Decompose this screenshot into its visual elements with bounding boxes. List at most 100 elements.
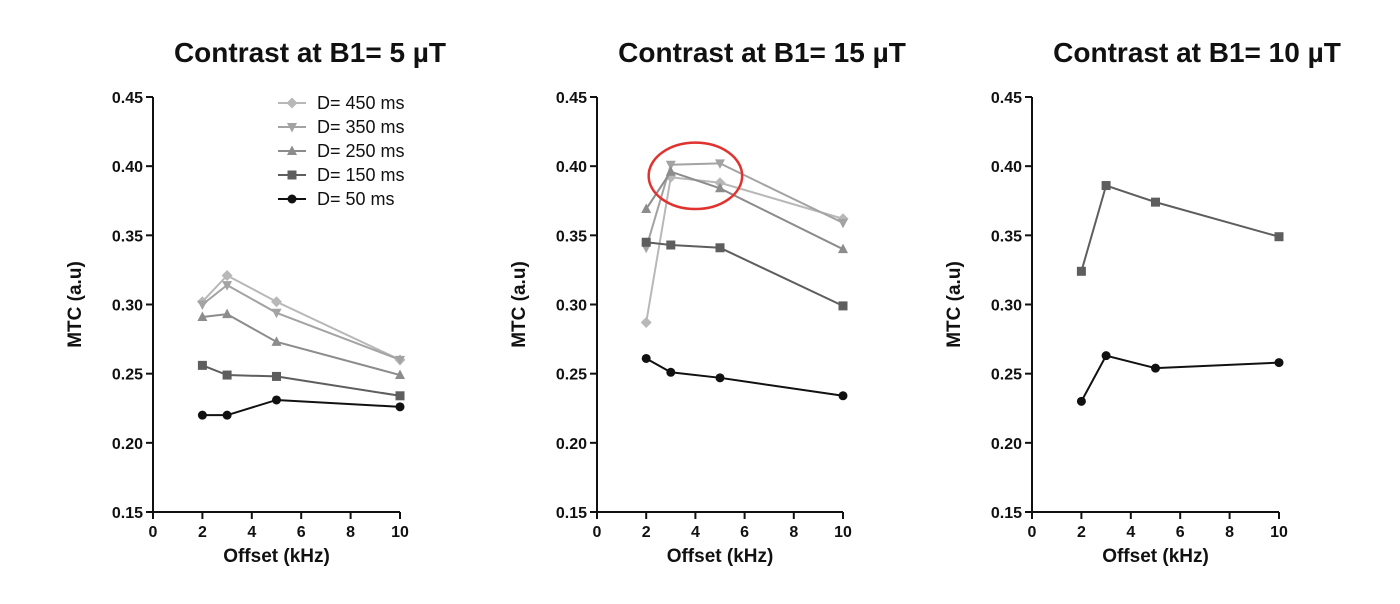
data-point-d150ms xyxy=(272,371,281,381)
y-tick-label: 0.30 xyxy=(556,298,587,315)
data-point-d50ms xyxy=(1101,351,1111,361)
data-point-d350ms xyxy=(715,159,725,169)
y-tick-label: 0.30 xyxy=(991,298,1022,315)
series-line-d50ms xyxy=(1080,354,1280,402)
legend-label: D= 450 ms xyxy=(317,93,405,113)
x-tick-label: 4 xyxy=(247,524,256,541)
legend-label: D= 150 ms xyxy=(317,165,405,185)
legend-marker xyxy=(287,123,297,133)
x-tick-label: 4 xyxy=(1126,524,1135,541)
x-tick-label: 4 xyxy=(691,524,700,541)
y-tick-label: 0.15 xyxy=(556,505,587,522)
data-point-d50ms xyxy=(1274,358,1284,368)
y-axis-label: MTC (a.u) xyxy=(944,261,965,348)
chart-panel-3: Contrast at B1= 10 µT 0.15 0.20 0.25 0.30 0.3… xyxy=(944,37,1341,567)
y-tick-label: 0.20 xyxy=(991,436,1022,453)
legend-marker xyxy=(287,170,297,180)
data-point-d50ms xyxy=(838,391,848,401)
data-point-d250ms xyxy=(715,182,725,193)
data-point-d250ms xyxy=(838,243,848,254)
series-line-d50ms xyxy=(645,357,844,397)
data-point-d150ms xyxy=(641,237,651,247)
series-line-d150ms xyxy=(202,364,401,397)
y-tick-label: 0.40 xyxy=(556,159,587,176)
data-point-d150ms xyxy=(222,370,232,380)
data-point-d250ms xyxy=(641,203,652,214)
data-point-d150ms xyxy=(666,240,676,250)
data-point-d250ms xyxy=(665,166,676,176)
data-point-d50ms xyxy=(197,410,207,420)
chart-title: Contrast at B1= 5 µT xyxy=(174,37,446,68)
data-point-d350ms xyxy=(222,281,233,291)
y-tick-label: 0.45 xyxy=(991,90,1022,107)
series-line-d150ms xyxy=(1080,184,1280,272)
data-point-d150ms xyxy=(838,301,848,311)
series-line-d350ms xyxy=(201,283,401,361)
data-point-d350ms xyxy=(838,218,848,229)
x-tick-label: 8 xyxy=(346,524,355,541)
y-tick-label: 0.20 xyxy=(556,436,587,453)
y-tick-label: 0.35 xyxy=(112,228,143,245)
data-point-d450ms xyxy=(714,177,726,189)
x-tick-label: 2 xyxy=(1077,524,1086,541)
data-point-d50ms xyxy=(1151,363,1160,373)
x-tick-label: 10 xyxy=(391,524,409,541)
data-point-d450ms xyxy=(271,296,282,308)
data-point-d250ms xyxy=(222,308,233,319)
x-tick-label: 8 xyxy=(1225,524,1234,541)
chart-title: Contrast at B1= 10 µT xyxy=(1053,37,1341,68)
data-point-d350ms xyxy=(665,160,676,171)
y-tick-label: 0.35 xyxy=(556,228,587,245)
y-axis-label: MTC (a.u) xyxy=(65,261,86,348)
y-tick-label: 0.45 xyxy=(556,90,587,107)
x-tick-label: 10 xyxy=(1270,524,1288,541)
x-tick-label: 2 xyxy=(642,524,651,541)
x-tick-label: 0 xyxy=(593,524,602,541)
x-tick-label: 10 xyxy=(834,524,852,541)
series-line-d50ms xyxy=(202,398,401,417)
series-line-d450ms xyxy=(201,274,401,361)
legend-item: D= 350 ms xyxy=(278,117,405,137)
series-line-d250ms xyxy=(202,313,401,377)
data-point-d250ms xyxy=(197,311,208,321)
data-point-d350ms xyxy=(395,355,405,366)
x-tick-label: 6 xyxy=(1176,524,1185,541)
data-point-d150ms xyxy=(1274,232,1284,242)
legend-item: D= 250 ms xyxy=(278,141,405,161)
y-tick-label: 0.25 xyxy=(556,367,587,384)
data-point-d450ms xyxy=(640,316,652,328)
legend-item: D= 50 ms xyxy=(278,189,395,209)
legend: D= 450 ms D= 350 ms D= 250 ms D= 150 ms D= 5… xyxy=(278,93,405,209)
chart-title: Contrast at B1= 15 µT xyxy=(618,37,906,68)
y-tick-label: 0.40 xyxy=(991,159,1022,176)
legend-marker xyxy=(286,97,298,109)
data-point-d50ms xyxy=(1076,396,1086,406)
data-point-d250ms xyxy=(271,336,282,346)
y-tick-label: 0.35 xyxy=(991,228,1022,245)
data-point-d150ms xyxy=(1076,266,1086,276)
chart-panel-2: Contrast at B1= 15 µT 0.15 0.20 0.25 0.30 0.3… xyxy=(509,37,906,567)
legend-item: D= 450 ms xyxy=(278,93,405,113)
data-point-d150ms xyxy=(715,243,725,253)
data-point-d150ms xyxy=(395,391,405,401)
x-tick-label: 8 xyxy=(789,524,798,541)
series-line-d150ms xyxy=(646,241,844,307)
data-point-d50ms xyxy=(272,395,281,405)
data-point-d50ms xyxy=(395,402,405,412)
legend-label: D= 50 ms xyxy=(317,189,395,209)
data-point-d50ms xyxy=(222,410,232,420)
series-line-d350ms xyxy=(645,162,844,249)
x-tick-label: 2 xyxy=(198,524,207,541)
data-point-d150ms xyxy=(1151,197,1160,207)
x-tick-label: 6 xyxy=(740,524,749,541)
y-tick-label: 0.30 xyxy=(112,298,143,315)
y-tick-label: 0.40 xyxy=(112,159,143,176)
series-line-d250ms xyxy=(645,170,844,251)
chart-panel-1: Contrast at B1= 5 µT 0.15 0.20 0.25 0.30 0.35… xyxy=(65,37,446,567)
legend-label: D= 250 ms xyxy=(317,141,405,161)
x-tick-label: 6 xyxy=(297,524,306,541)
data-point-d50ms xyxy=(715,373,725,383)
data-point-d350ms xyxy=(197,300,208,310)
x-tick-label: 0 xyxy=(149,524,158,541)
